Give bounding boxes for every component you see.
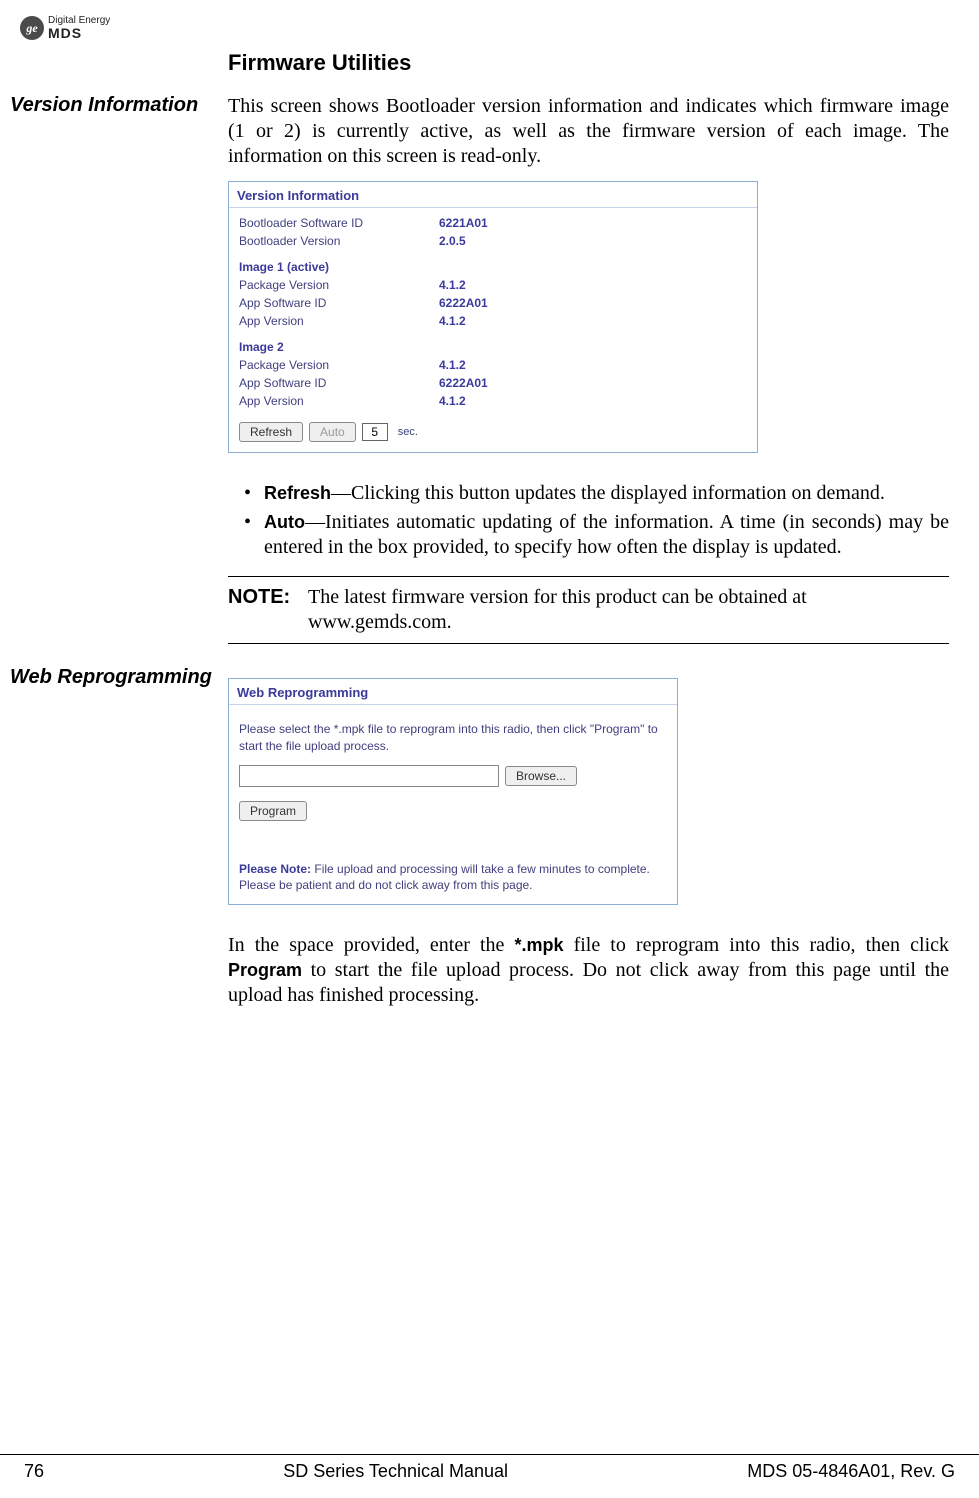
image2-header: Image 2: [239, 330, 747, 356]
brand-logo: ge Digital Energy MDS: [20, 15, 959, 41]
image1-header: Image 1 (active): [239, 250, 747, 276]
list-item: Refresh—Clicking this button updates the…: [264, 481, 949, 506]
panel-title: Web Reprogramming: [229, 679, 677, 705]
bullet-list: Refresh—Clicking this button updates the…: [228, 481, 949, 560]
panel-actions: Refresh Auto sec.: [239, 410, 747, 442]
label: Package Version: [239, 278, 439, 292]
web-reprog-heading: Web Reprogramming: [10, 666, 228, 689]
note-prefix: Please Note:: [239, 862, 311, 876]
kv-row: App Software ID 6222A01: [239, 294, 747, 312]
refresh-button[interactable]: Refresh: [239, 422, 303, 442]
browse-button[interactable]: Browse...: [505, 766, 577, 786]
kv-row: App Software ID 6222A01: [239, 374, 747, 392]
bullet-auto-text: —Initiates automatic updating of the inf…: [264, 511, 949, 558]
followup-part2: file to reprogram into this radio, then …: [564, 934, 950, 956]
kv-row: Package Version 4.1.2: [239, 276, 747, 294]
label: Package Version: [239, 358, 439, 372]
label: App Software ID: [239, 376, 439, 390]
kv-row: App Version 4.1.2: [239, 312, 747, 330]
note-text: The latest firmware version for this pro…: [308, 585, 949, 635]
label: App Software ID: [239, 296, 439, 310]
auto-button[interactable]: Auto: [309, 422, 356, 442]
term-refresh: Refresh: [264, 483, 331, 503]
value: 4.1.2: [439, 358, 747, 372]
followup-part1: In the space provided, enter the: [228, 934, 514, 956]
value: 4.1.2: [439, 314, 747, 328]
web-reprog-panel: Web Reprogramming Please select the *.mp…: [228, 678, 678, 905]
version-info-intro: This screen shows Bootloader version inf…: [228, 94, 949, 169]
followup-file: *.mpk: [514, 935, 563, 955]
page-number: 76: [24, 1461, 44, 1482]
page-footer: 76 SD Series Technical Manual MDS 05-484…: [0, 1454, 979, 1482]
label: App Version: [239, 314, 439, 328]
list-item: Auto—Initiates automatic updating of the…: [264, 510, 949, 560]
followup-prog: Program: [228, 960, 302, 980]
version-info-panel: Version Information Bootloader Software …: [228, 181, 758, 453]
note-block: NOTE: The latest firmware version for th…: [228, 576, 949, 644]
value: 6222A01: [439, 376, 747, 390]
manual-title: SD Series Technical Manual: [283, 1461, 508, 1482]
brand-text: Digital Energy MDS: [48, 15, 110, 41]
file-select-row: Browse...: [239, 765, 667, 787]
value: 4.1.2: [439, 278, 747, 292]
kv-row: Bootloader Software ID 6221A01: [239, 214, 747, 232]
instruction-text: Please select the *.mpk file to reprogra…: [239, 721, 667, 755]
file-path-input[interactable]: [239, 765, 499, 787]
label: Bootloader Version: [239, 234, 439, 248]
label: App Version: [239, 394, 439, 408]
web-reprog-followup: In the space provided, enter the *.mpk f…: [228, 933, 949, 1008]
note-label: NOTE:: [228, 585, 308, 635]
value: 4.1.2: [439, 394, 747, 408]
interval-input[interactable]: [362, 423, 388, 441]
value: 6221A01: [439, 216, 747, 230]
ge-monogram-icon: ge: [20, 16, 44, 40]
value: 2.0.5: [439, 234, 747, 248]
page-header: ge Digital Energy MDS: [0, 0, 979, 50]
doc-revision: MDS 05-4846A01, Rev. G: [747, 1461, 955, 1482]
seconds-label: sec.: [398, 426, 418, 438]
kv-row: Bootloader Version 2.0.5: [239, 232, 747, 250]
kv-row: Package Version 4.1.2: [239, 356, 747, 374]
program-button[interactable]: Program: [239, 801, 307, 821]
kv-row: App Version 4.1.2: [239, 392, 747, 410]
followup-part3: to start the file upload process. Do not…: [228, 959, 949, 1006]
panel-title: Version Information: [229, 182, 757, 208]
label: Bootloader Software ID: [239, 216, 439, 230]
brand-line2: MDS: [48, 25, 82, 41]
version-info-heading: Version Information: [10, 94, 228, 117]
upload-note: Please Note: File upload and processing …: [239, 861, 667, 895]
bullet-refresh-text: —Clicking this button updates the displa…: [331, 482, 885, 504]
term-auto: Auto: [264, 512, 305, 532]
value: 6222A01: [439, 296, 747, 310]
section-title: Firmware Utilities: [228, 50, 949, 76]
